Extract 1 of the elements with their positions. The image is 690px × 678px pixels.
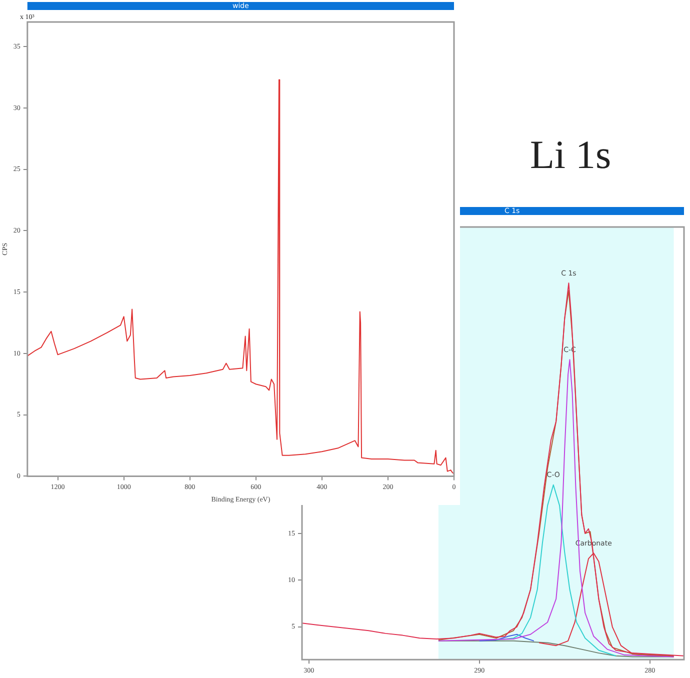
text: Li 1s — [530, 132, 612, 177]
